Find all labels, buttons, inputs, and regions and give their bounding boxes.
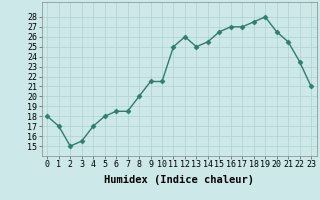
X-axis label: Humidex (Indice chaleur): Humidex (Indice chaleur) [104, 175, 254, 185]
